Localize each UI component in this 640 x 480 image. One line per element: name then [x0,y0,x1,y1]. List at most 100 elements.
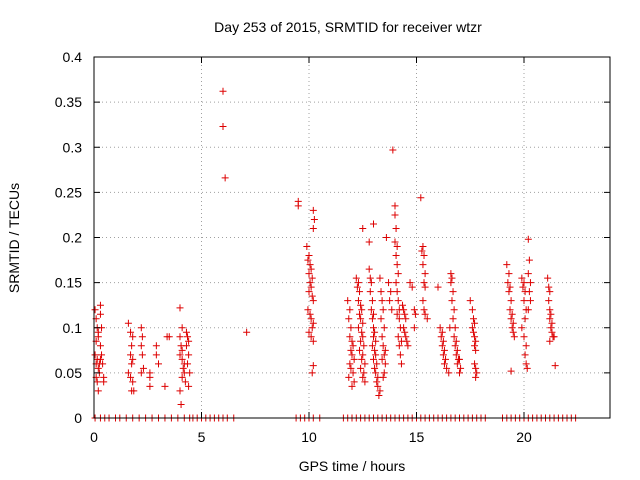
data-point [439,337,447,345]
data-point [129,378,137,386]
data-point [346,360,354,368]
data-point [371,328,379,336]
data-point [449,315,457,323]
data-point [417,194,425,202]
data-point [129,355,137,363]
data-point [411,310,419,318]
data-point [128,360,136,368]
data-point [152,342,160,350]
data-point [310,215,318,223]
data-point [127,328,135,336]
data-point [370,220,377,228]
data-point [357,301,365,309]
data-point [370,310,377,318]
data-point [468,324,476,332]
data-point [96,342,104,350]
data-point [309,362,317,370]
data-point [545,283,553,291]
data-point [401,310,409,318]
data-point [219,87,227,95]
data-point [471,333,479,341]
data-point [373,360,381,368]
data-point [521,315,529,323]
data-point [546,306,554,314]
data-point [308,369,316,377]
data-point [309,224,317,232]
data-point [304,256,312,264]
data-point [347,346,355,354]
data-point [178,346,186,354]
data-point [410,324,418,332]
data-point [368,297,376,305]
data-point [307,315,315,323]
data-point [177,400,185,408]
data-point [376,387,384,395]
data-point [448,274,456,282]
data-point [525,256,533,264]
data-point [372,337,380,345]
data-point [358,355,366,363]
x-tick-label: 0 [90,429,98,445]
data-point [393,310,401,318]
data-point [468,306,476,314]
data-point [524,306,532,314]
data-point [469,315,477,323]
data-point [443,364,451,372]
data-point [165,333,173,341]
data-point [519,283,527,291]
data-point [394,270,402,278]
data-point [387,288,395,296]
data-point [471,342,479,350]
data-point [421,310,429,318]
data-point [354,279,362,287]
data-point [184,360,192,368]
data-point [380,369,388,377]
y-tick-label: 0.05 [55,365,82,381]
data-point [96,355,104,363]
data-point [400,324,408,332]
data-point [372,369,380,377]
data-point [139,364,147,372]
data-point [348,337,356,345]
data-point [176,387,184,395]
data-point [137,369,145,377]
chart-title: Day 253 of 2015, SRMTID for receiver wtz… [214,19,482,35]
data-point [524,235,532,243]
data-point [356,288,364,296]
data-point [418,247,426,255]
data-point [307,283,315,291]
data-point [294,202,302,210]
data-point [420,252,428,260]
data-point [138,333,146,341]
data-point [360,342,368,350]
data-point [544,274,552,282]
data-point [124,369,132,377]
data-point [402,315,410,323]
data-point [522,360,530,368]
data-point [99,360,107,368]
data-point [309,297,317,305]
data-point [377,315,385,323]
data-point [391,211,399,219]
data-point [359,224,367,232]
data-point [509,319,517,327]
data-point [391,238,399,246]
data-point [548,319,556,327]
y-tick-label: 0.1 [63,320,83,336]
data-point [370,324,377,332]
data-point [438,342,446,350]
data-point [176,333,184,341]
data-point [348,351,356,359]
data-point [453,360,461,368]
data-point [137,342,145,350]
data-point [547,324,555,332]
data-point [522,342,530,350]
data-point [391,202,399,210]
data-point [357,337,365,345]
data-point [404,342,412,350]
data-point [550,333,558,341]
data-point [393,261,401,269]
data-point [221,174,229,182]
data-point [349,342,357,350]
